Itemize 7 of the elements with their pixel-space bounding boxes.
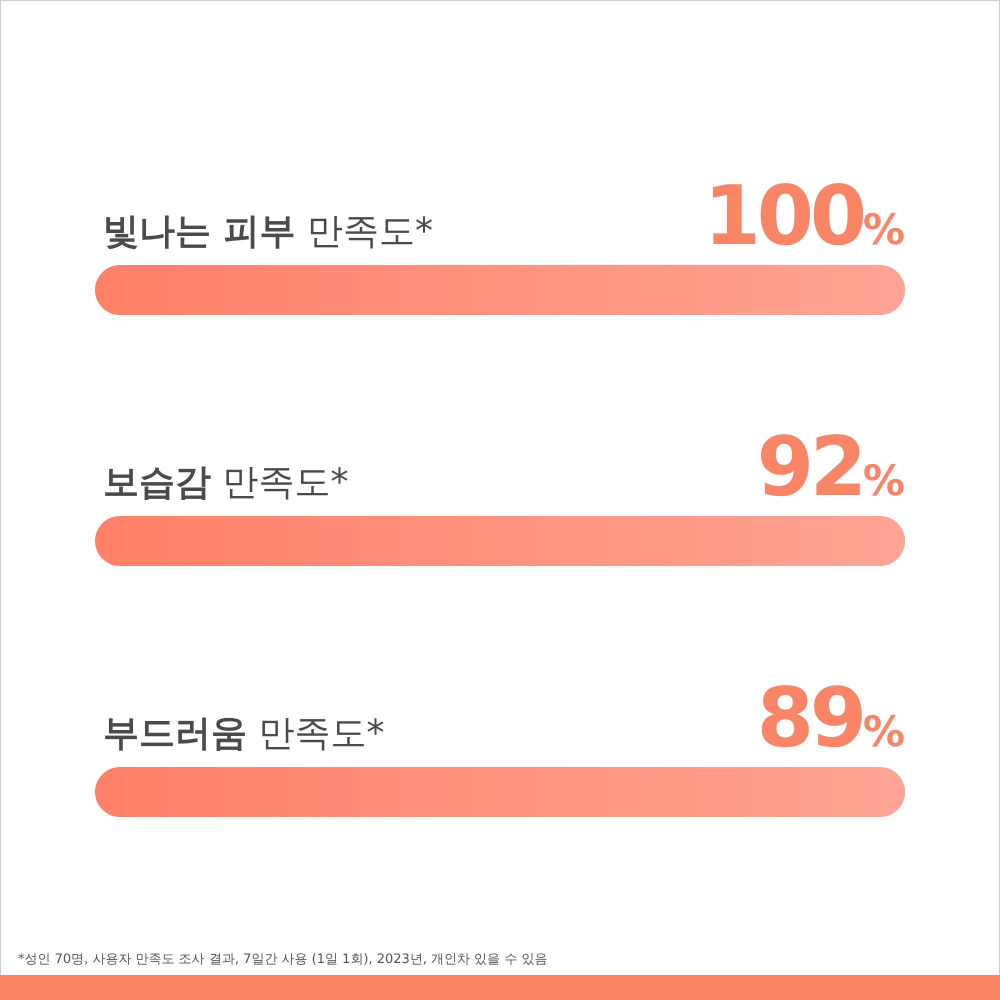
text: *성인 70명, 사용자 만족도 조사 결과, 7일간 사용 (1일 1회), 2023년, 개인차 있을 수 있음 — [18, 952, 548, 967]
data-label: 89% — [756, 671, 905, 766]
category-label: 부드러움 만족도* — [103, 713, 384, 754]
data-label: 100% — [704, 169, 905, 264]
category-label: 보습감 만족도* — [103, 462, 348, 503]
category-label: 빛나는 피부 만족도* — [103, 211, 433, 252]
data-label: 92% — [756, 420, 905, 515]
